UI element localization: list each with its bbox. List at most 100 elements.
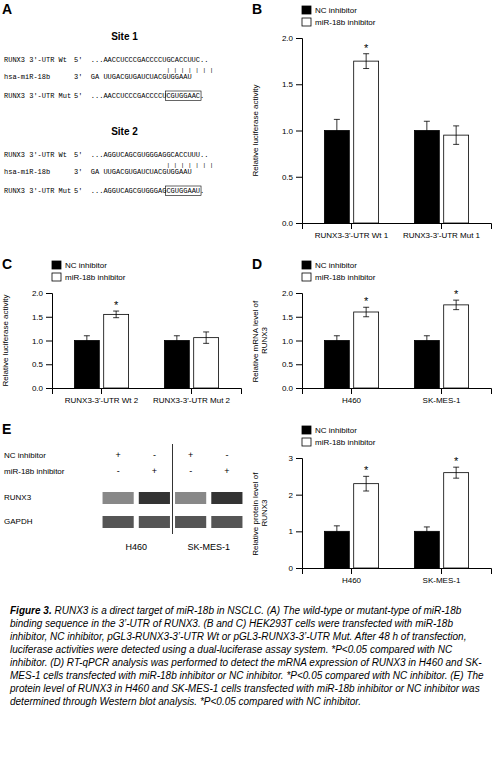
text-line: Relative mRNA level of [251,298,260,382]
error-cap [363,491,369,492]
axis-line [303,389,492,395]
legend-label: miR-18b inhibitor [315,18,376,27]
text-line: 5' ...AACCUCCCGACCCCU [74,92,166,100]
tick-mark [296,341,302,342]
error-cap [174,345,180,346]
legend-label: NC inhibitor [315,261,357,270]
significance-label: * [114,299,119,311]
y-label: Relative luciferase activity [251,84,260,176]
error-cap [334,345,340,346]
caption-text: RUNX3 is a direct target of miR-18b in N… [10,605,484,707]
lane-symbol: + [224,466,229,476]
tick-label: RUNX3-3'-UTR Mut 1 [403,231,481,240]
site-label: Site 2 [111,126,138,137]
tick-label: SK-MES-1 [423,576,461,585]
x-tick: H460 [342,388,362,405]
legend-swatch [302,261,311,269]
tick-label: 0.0 [32,384,44,393]
tick-label: 0.0 [282,384,294,393]
error-bar [424,121,430,140]
tick-mark [296,84,302,85]
error-bar [424,336,430,346]
error-cap [334,141,340,142]
error-line [176,336,177,346]
y-tick: 1.5 [282,313,302,322]
legend-swatch [302,18,311,26]
text-line: 5' ...AGGUCAGCGUGGGAG [74,187,166,195]
tick-mark [296,568,302,569]
x-axis: H460 SK-MES-1 [303,568,492,585]
error-cap [334,525,340,526]
legend-item: miR-18b inhibitor [302,438,376,447]
tick-label: RUNX3-3'-UTR Wt 1 [315,231,389,240]
sequence: 5' ...AGGUCAGCGUGGGAGGCACCUUU.. [74,151,208,159]
tick-label: RUNX3-3'-UTR Wt 2 [65,396,139,405]
axis-line [296,459,303,569]
bar-panel: 0.00.51.01.52.0H460SK-MES-1Relative mRNA… [251,261,492,405]
sequence: 3' GA UUGACGUGAUCUACGUGGAAU [74,168,192,176]
tick-label: H460 [342,576,362,585]
blot-band [139,492,170,504]
cell-label: H460 [125,542,147,552]
lane-symbol: - [153,450,156,460]
legend-label: miR-18b inhibitor [315,438,376,447]
y-label: Relative mRNA level of RUNX3 [251,298,269,382]
sequence-panel: Site 1 RUNX3 3'-UTR Wt 5' ...AACCUCCCGACCC… [4,31,213,196]
tick-mark [46,317,52,318]
tick-mark [296,177,302,178]
significance-label: * [454,455,459,467]
error-line [336,119,337,141]
bar [324,531,349,568]
site-label: Site 1 [111,31,138,42]
error-line [366,307,367,317]
tick-label: 0.5 [282,173,294,182]
tick-mark [296,495,302,496]
text-line: H460 [342,396,362,405]
tick-label: 1.5 [282,313,294,322]
underlined-sequence: CGUGGAAU [166,187,200,195]
blot-band [139,516,170,528]
text-line: Relative luciferase activity [1,294,10,386]
error-line [336,526,337,537]
error-cap [334,536,340,537]
y-tick: 1.0 [32,337,52,346]
error-line [116,311,117,318]
error-cap [453,125,459,126]
error-bar [84,336,90,346]
tick-mark [46,341,52,342]
error-cap [203,331,209,332]
blot-band [175,492,206,504]
tick-mark [296,531,302,532]
tick-label: RUNX3-3'-UTR Mut 2 [153,396,231,405]
text-line: Relative luciferase activity [251,84,260,176]
x-axis: RUNX3-3'-UTR Wt 2 RUNX3-3'-UTR Mut 2 [53,388,242,405]
error-bar [334,119,340,141]
bar [414,531,439,568]
sequence-label: hsa-miR-18b [4,73,50,81]
tick-mark [296,317,302,318]
y-tick: 2 [289,491,302,500]
y-tick: 0.0 [282,384,302,393]
legend-item: miR-18b inhibitor [302,273,376,282]
y-tick: 0.5 [32,360,52,369]
bar-panel: 0.00.51.01.52.0RUNX3-3'-UTR Wt 1RUNX3-3'… [251,6,492,240]
error-bar [424,527,430,536]
error-cap [113,317,119,318]
legend-label: miR-18b inhibitor [315,273,376,282]
legend-label: miR-18b inhibitor [65,273,126,282]
text-line: Relative protein level of [251,470,260,555]
bar-panel: 0123H460SK-MES-1Relative protein level o… [251,426,492,585]
error-bar [174,336,180,346]
text-line: RUNX3-3'-UTR Mut 2 [153,396,231,405]
axis-line [296,39,303,224]
sequence-label: RUNX3 3'-UTR Wt [4,151,67,159]
pairing-bars: | | | | | | | [166,67,213,74]
row-label: miR-18b inhibitor [4,467,65,476]
y-label: Relative luciferase activity [1,294,10,386]
x-tick: SK-MES-1 [423,388,461,405]
error-bar [453,126,459,145]
legend-label: NC inhibitor [315,6,357,15]
pairing-bars: | | | | | | | [166,162,213,169]
bar [164,341,189,389]
x-axis: H460 SK-MES-1 [303,388,492,405]
